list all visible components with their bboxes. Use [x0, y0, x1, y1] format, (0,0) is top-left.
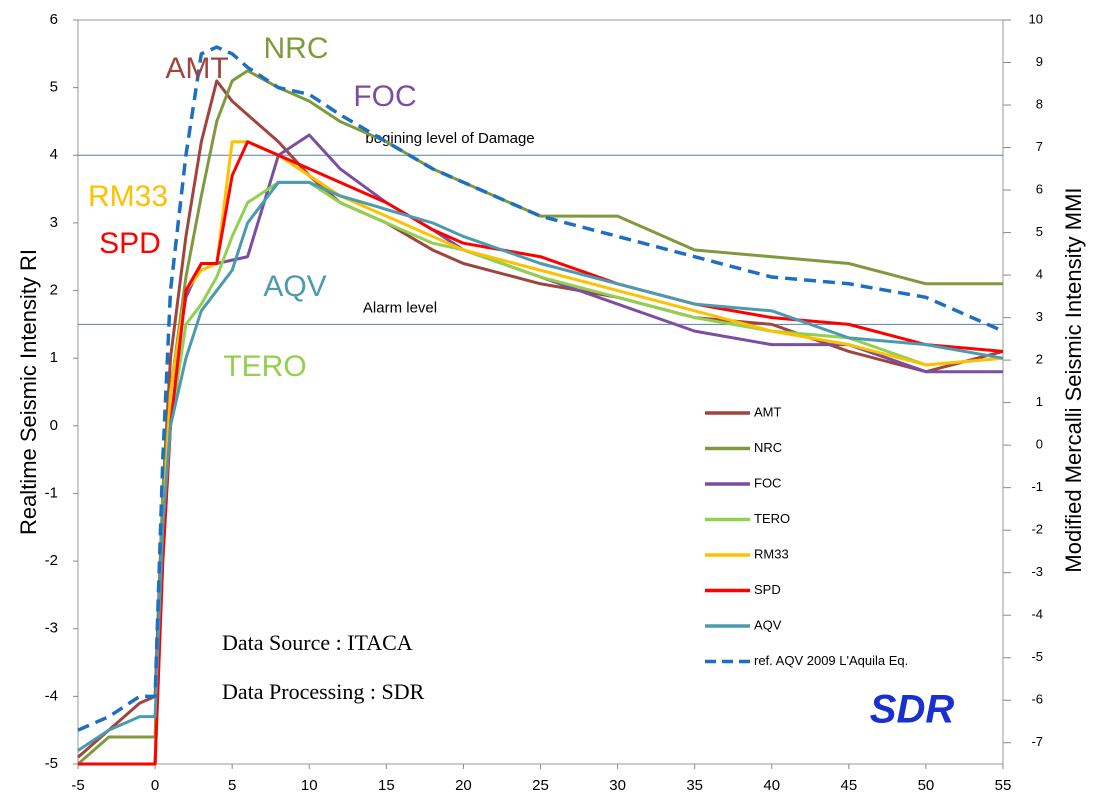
series-annotation: AQV	[263, 270, 326, 303]
x-tick-label: 45	[840, 777, 857, 794]
series-line	[78, 140, 1004, 766]
series-line	[78, 133, 1003, 766]
y2-axis-label: Modified Mercalli Seismic Intensity MMI	[1061, 187, 1086, 572]
y-tick-label: 0	[50, 417, 58, 434]
y2-tick-label: -7	[1031, 734, 1043, 749]
series-annotation: NRC	[264, 32, 329, 65]
legend-label: RM33	[754, 546, 789, 561]
y2-tick-label: -3	[1031, 564, 1043, 579]
x-tick-label: -5	[71, 777, 84, 794]
y2-tick-label: 1	[1036, 394, 1043, 409]
y-tick-label: -3	[45, 620, 58, 637]
y2-tick-label: -6	[1031, 692, 1043, 707]
legend-label: FOC	[754, 475, 781, 490]
y2-tick-label: -2	[1031, 522, 1043, 537]
x-tick-label: 5	[228, 777, 236, 794]
y2-tick-label: 3	[1036, 309, 1043, 324]
y2-tick-label: 8	[1036, 96, 1043, 111]
x-tick-label: 35	[686, 777, 703, 794]
y2-tick-label: -1	[1031, 479, 1043, 494]
y-tick-label: -1	[45, 484, 58, 501]
y2-tick-label: 5	[1036, 224, 1043, 239]
series-annotation: TERO	[223, 350, 306, 383]
legend-label: SPD	[754, 582, 781, 597]
legend-label: ref. AQV 2009 L'Aquila Eq.	[754, 653, 908, 668]
legend-label: TERO	[754, 511, 790, 526]
y-tick-label: -4	[45, 687, 58, 704]
series-annotation: RM33	[88, 180, 168, 213]
series-annotation: SPD	[99, 227, 161, 260]
y2-tick-label: 2	[1036, 352, 1043, 367]
threshold-label: Alarm level	[363, 299, 437, 316]
x-tick-label: 15	[378, 777, 395, 794]
y2-tick-label: 6	[1036, 181, 1043, 196]
note: Data Processing : SDR	[222, 679, 425, 704]
y-tick-label: 1	[50, 349, 58, 366]
logo: SDR	[870, 688, 955, 732]
series-annotation: FOC	[353, 80, 416, 113]
threshold-label: begining level of Damage	[365, 130, 534, 147]
series-line	[77, 180, 1004, 752]
legend-label: NRC	[754, 440, 782, 455]
series-annotation: AMT	[165, 52, 228, 85]
y2-tick-label: 9	[1036, 54, 1043, 69]
y2-tick-label: 0	[1036, 437, 1043, 452]
x-tick-label: 30	[609, 777, 626, 794]
x-tick-label: 10	[301, 777, 318, 794]
series-line	[77, 45, 1004, 732]
y-tick-label: 5	[50, 79, 58, 96]
series-line	[78, 140, 1004, 766]
note: Data Source : ITACA	[222, 630, 413, 655]
y2-tick-label: -5	[1031, 649, 1043, 664]
y-tick-label: 4	[50, 146, 58, 163]
legend-label: AMT	[754, 404, 782, 419]
y-axis-label: Realtime Seismic Intensity RI	[16, 249, 41, 535]
x-tick-label: 50	[918, 777, 935, 794]
y2-tick-label: 10	[1029, 11, 1043, 26]
y-tick-label: 3	[50, 214, 58, 231]
x-tick-label: 0	[151, 777, 159, 794]
y-tick-label: -2	[45, 552, 58, 569]
y2-tick-label: -4	[1031, 607, 1043, 622]
x-tick-label: 20	[455, 777, 472, 794]
x-tick-label: 25	[532, 777, 549, 794]
x-tick-label: 55	[995, 777, 1012, 794]
y-tick-label: 2	[50, 282, 58, 299]
y2-tick-label: 4	[1036, 267, 1043, 282]
y-tick-label: -5	[45, 755, 58, 772]
y-tick-label: 6	[50, 11, 58, 28]
legend-label: AQV	[754, 617, 782, 632]
y2-tick-label: 7	[1036, 139, 1043, 154]
x-tick-label: 40	[763, 777, 780, 794]
